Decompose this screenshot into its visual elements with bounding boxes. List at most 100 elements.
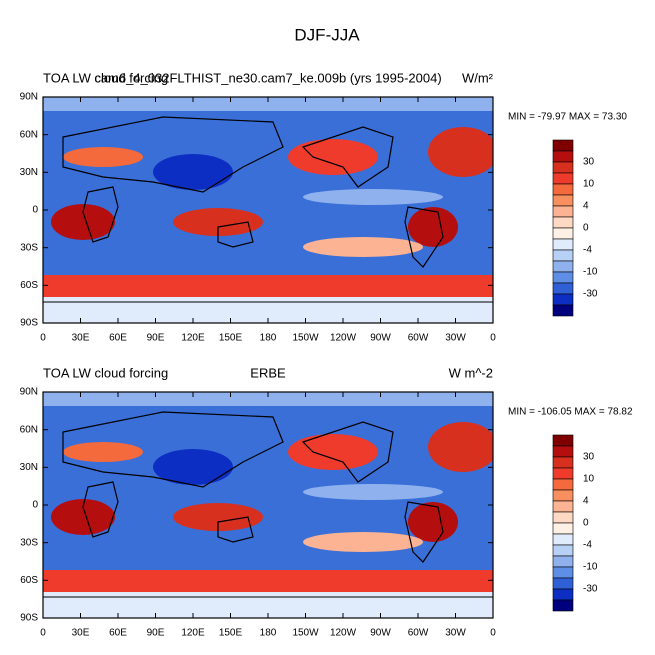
colorbar-box bbox=[552, 544, 574, 557]
lat-label: 60N bbox=[20, 129, 38, 140]
lon-label: 30W bbox=[445, 333, 466, 344]
stats-label: MIN = -106.05 MAX = 78.82 bbox=[508, 407, 633, 418]
colorbar-box bbox=[552, 489, 574, 502]
lon-label: 60W bbox=[408, 628, 429, 639]
lon-label: 150W bbox=[292, 628, 319, 639]
colorbar-label: -10 bbox=[583, 562, 598, 573]
field-blob bbox=[153, 154, 233, 190]
field-blob bbox=[51, 499, 115, 535]
field-blob bbox=[173, 503, 263, 531]
map-field bbox=[43, 97, 493, 323]
lat-label: 90N bbox=[20, 387, 38, 398]
field-blob bbox=[408, 502, 458, 542]
colorbar-label: -10 bbox=[583, 267, 598, 278]
colorbar-box bbox=[552, 445, 574, 458]
colorbar-label: -4 bbox=[583, 245, 592, 256]
colorbar-box bbox=[552, 478, 574, 491]
colorbar-box bbox=[552, 511, 574, 524]
lon-label: 150E bbox=[219, 628, 243, 639]
lat-label: 60N bbox=[20, 424, 38, 435]
colorbar-label: 10 bbox=[583, 179, 595, 190]
panel-right-title: W m^-2 bbox=[449, 365, 493, 380]
field-blob bbox=[63, 147, 143, 167]
coastline bbox=[82, 186, 119, 243]
lat-label: 60S bbox=[20, 575, 38, 586]
colorbar-box bbox=[552, 260, 574, 273]
colorbar-box bbox=[552, 194, 574, 207]
colorbar-box bbox=[552, 249, 574, 262]
lon-label: 60E bbox=[109, 333, 127, 344]
lat-label: 30N bbox=[20, 462, 38, 473]
colorbar-box bbox=[552, 533, 574, 546]
colorbar-box bbox=[552, 139, 574, 152]
colorbar-label: 0 bbox=[583, 518, 589, 529]
lon-label: 0 bbox=[490, 628, 496, 639]
panel-left-title: TOA LW cloud forcing bbox=[43, 365, 168, 380]
colorbar-box bbox=[552, 599, 574, 612]
colorbar-box bbox=[552, 216, 574, 229]
coastline bbox=[62, 411, 284, 488]
panel-left-title: TOA LW cloud forcing bbox=[43, 70, 168, 85]
field-blob bbox=[173, 208, 263, 236]
colorbar-label: 0 bbox=[583, 223, 589, 234]
colorbar-box bbox=[552, 205, 574, 218]
coastline bbox=[62, 116, 284, 193]
coastline bbox=[404, 501, 444, 563]
lon-label: 0 bbox=[40, 628, 46, 639]
field-band bbox=[43, 570, 493, 592]
lat-label: 90S bbox=[20, 613, 38, 624]
colorbar-box bbox=[552, 238, 574, 251]
lon-label: 0 bbox=[490, 333, 496, 344]
lon-label: 0 bbox=[40, 333, 46, 344]
lat-label: 0 bbox=[32, 205, 38, 216]
lat-label: 90S bbox=[20, 318, 38, 329]
coastline bbox=[301, 421, 394, 483]
lon-label: 120E bbox=[181, 333, 205, 344]
colorbar-box bbox=[552, 183, 574, 196]
lon-label: 150E bbox=[219, 333, 243, 344]
field-blob bbox=[51, 204, 115, 240]
colorbar-box bbox=[552, 304, 574, 317]
stats-label: MIN = -79.97 MAX = 73.30 bbox=[508, 112, 627, 123]
lon-label: 30E bbox=[72, 628, 90, 639]
lon-label: 90E bbox=[147, 333, 165, 344]
colorbar-box bbox=[552, 522, 574, 535]
lon-label: 120W bbox=[330, 333, 357, 344]
lon-label: 150W bbox=[292, 333, 319, 344]
lat-label: 30S bbox=[20, 242, 38, 253]
colorbar-box bbox=[552, 588, 574, 601]
coastline bbox=[82, 481, 119, 538]
lon-label: 30W bbox=[445, 628, 466, 639]
colorbar-box bbox=[552, 467, 574, 480]
lon-label: 90E bbox=[147, 628, 165, 639]
field-blob bbox=[288, 139, 378, 175]
lon-label: 90W bbox=[370, 628, 391, 639]
lon-label: 120W bbox=[330, 628, 357, 639]
field-blob bbox=[288, 434, 378, 470]
colorbar-box bbox=[552, 227, 574, 240]
field-blob bbox=[303, 237, 423, 257]
field-blob bbox=[428, 127, 493, 177]
field-blob bbox=[153, 449, 233, 485]
lon-label: 60W bbox=[408, 333, 429, 344]
colorbar-box bbox=[552, 282, 574, 295]
colorbar-label: -30 bbox=[583, 289, 598, 300]
colorbar-box bbox=[552, 172, 574, 185]
map-field bbox=[43, 392, 493, 618]
colorbar-box bbox=[552, 456, 574, 469]
lat-label: 30N bbox=[20, 167, 38, 178]
colorbar-label: 30 bbox=[583, 157, 595, 168]
colorbar-box bbox=[552, 577, 574, 590]
coastline bbox=[301, 126, 394, 188]
colorbar-label: -4 bbox=[583, 540, 592, 551]
field-blob bbox=[303, 189, 443, 205]
lon-label: 90W bbox=[370, 333, 391, 344]
lat-label: 60S bbox=[20, 280, 38, 291]
colorbar-label: 4 bbox=[583, 201, 589, 212]
colorbar-box bbox=[552, 150, 574, 163]
lon-label: 180 bbox=[260, 628, 277, 639]
lon-label: 180 bbox=[260, 333, 277, 344]
field-band bbox=[43, 275, 493, 297]
field-blob bbox=[408, 207, 458, 247]
